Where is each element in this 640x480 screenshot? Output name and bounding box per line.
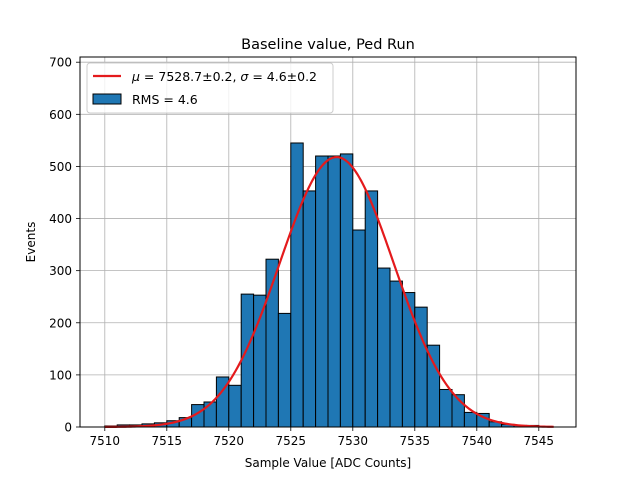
- x-tick-label: 7520: [214, 434, 245, 448]
- histogram-bar: [228, 384, 242, 428]
- histogram-bar: [327, 155, 341, 428]
- chart-title: Baseline value, Ped Run: [241, 37, 415, 53]
- legend-box: [86, 62, 334, 114]
- y-tick-label: 400: [49, 212, 72, 226]
- x-axis-label: Sample Value [ADC Counts]: [245, 456, 411, 470]
- histogram-bar: [277, 312, 292, 428]
- histogram-bar: [463, 411, 478, 428]
- legend: μ = 7528.7±0.2, σ = 4.6±0.2 RMS = 4.6: [86, 62, 334, 114]
- legend-histogram-label: RMS = 4.6: [132, 92, 198, 107]
- x-tick-label: 7545: [524, 434, 555, 448]
- legend-sigma-value: = 4.6±0.2: [248, 69, 317, 84]
- y-tick-label: 100: [49, 368, 72, 382]
- y-tick-label: 600: [49, 108, 72, 122]
- y-tick-label: 200: [49, 316, 72, 330]
- histogram-bar: [253, 294, 267, 428]
- x-tick-label: 7510: [90, 434, 121, 448]
- y-axis-label: Events: [24, 222, 38, 263]
- y-tick-label: 0: [64, 421, 72, 435]
- histogram-bar: [352, 229, 366, 428]
- histogram-bar: [389, 280, 403, 428]
- histogram-bar: [203, 401, 217, 428]
- histogram-bar: [377, 267, 391, 428]
- y-tick-label: 300: [49, 264, 72, 278]
- histogram-bar: [240, 293, 255, 428]
- histogram-bar: [290, 142, 304, 428]
- y-axis-ticks: 0 100 200 300 400 500 600 700: [49, 56, 80, 435]
- histogram-bar: [364, 190, 379, 428]
- legend-mu-value: = 7528.7±0.2,: [140, 69, 240, 84]
- x-tick-label: 7515: [152, 434, 183, 448]
- histogram-bar: [339, 153, 354, 428]
- legend-fit-label: μ = 7528.7±0.2, σ = 4.6±0.2: [131, 69, 317, 84]
- legend-mu-symbol: μ: [131, 69, 140, 84]
- y-tick-label: 700: [49, 56, 72, 70]
- x-axis-ticks: 7510 7515 7520 7525 7530 7535 7540 7545: [90, 427, 555, 448]
- histogram-bar: [315, 155, 329, 428]
- histogram-bar: [302, 190, 317, 428]
- histogram-bar: [426, 344, 441, 428]
- legend-sigma-symbol: σ: [240, 69, 249, 84]
- gaussian-fit-curve: [104, 155, 554, 429]
- histogram-bar: [439, 388, 453, 428]
- histogram-bars: [104, 142, 552, 428]
- histogram-bar: [401, 292, 416, 428]
- x-tick-label: 7535: [400, 434, 431, 448]
- x-tick-label: 7525: [276, 434, 307, 448]
- axes-frame: [79, 56, 577, 428]
- x-tick-label: 7530: [338, 434, 369, 448]
- legend-histogram-swatch: [92, 93, 122, 105]
- x-tick-label: 7540: [462, 434, 493, 448]
- y-tick-label: 500: [49, 160, 72, 174]
